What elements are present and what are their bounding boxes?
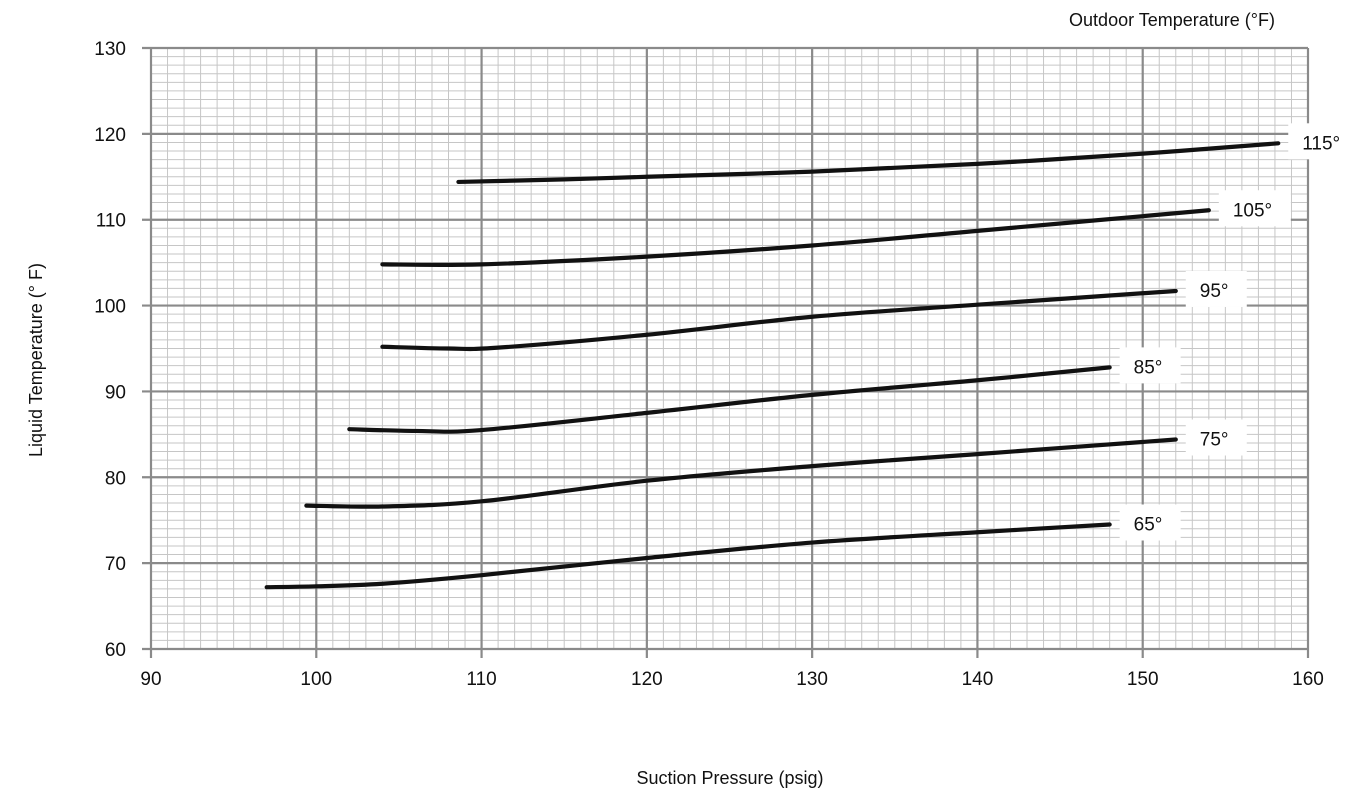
x-tick-label: 150 xyxy=(1127,669,1159,690)
y-axis-title: Liquid Temperature (° F) xyxy=(26,263,46,457)
series-label-text: 105° xyxy=(1233,200,1272,221)
x-tick-label: 160 xyxy=(1292,669,1324,690)
legend-title: Outdoor Temperature (°F) xyxy=(1069,10,1275,30)
y-tick-label: 110 xyxy=(96,211,126,232)
series-label-bg xyxy=(1288,123,1345,160)
series-label-115: 115° xyxy=(1288,123,1345,160)
x-tick-label: 90 xyxy=(140,669,161,690)
y-tick-label: 70 xyxy=(105,554,126,575)
series-label-bg xyxy=(1119,504,1181,541)
series-label-105: 105° xyxy=(1218,190,1291,227)
y-tick-label: 80 xyxy=(105,468,126,489)
series-label-85: 85° xyxy=(1119,347,1181,384)
x-tick-label: 120 xyxy=(631,669,663,690)
series-label-95: 95° xyxy=(1185,270,1247,307)
series-label-75: 75° xyxy=(1185,419,1247,456)
series-line-75 xyxy=(304,437,1178,509)
series-layer xyxy=(264,141,1281,590)
series-label-65: 65° xyxy=(1119,504,1181,541)
x-tick-label: 100 xyxy=(300,669,332,690)
x-tick-label: 140 xyxy=(962,669,994,690)
series-label-bg xyxy=(1218,190,1291,227)
y-tick-label: 130 xyxy=(94,39,126,60)
label-layer: 65° 75° 85° 95° 105° 115° xyxy=(1119,123,1345,541)
series-label-text: 75° xyxy=(1200,430,1229,451)
y-tick-label: 100 xyxy=(94,297,126,318)
series-line-115 xyxy=(456,141,1281,185)
series-line-85 xyxy=(347,365,1112,434)
series-label-text: 65° xyxy=(1134,515,1163,536)
series-label-text: 85° xyxy=(1134,357,1163,378)
tick-layer: 90 100 110 120 130 140 150 160 60 70 80 90 100 110 120… xyxy=(94,39,1324,690)
series-label-bg xyxy=(1185,419,1247,456)
series-line-105 xyxy=(380,208,1211,268)
series-line-95 xyxy=(380,288,1178,352)
series-label-bg xyxy=(1119,347,1181,384)
x-tick-label: 110 xyxy=(466,669,496,690)
series-label-text: 95° xyxy=(1200,281,1229,302)
series-label-bg xyxy=(1185,270,1247,307)
series-label-text: 115° xyxy=(1302,133,1340,154)
x-tick-label: 130 xyxy=(796,669,828,690)
series-line-65 xyxy=(264,522,1112,590)
y-tick-label: 60 xyxy=(105,640,126,661)
x-axis-title: Suction Pressure (psig) xyxy=(636,768,823,788)
y-tick-label: 90 xyxy=(105,382,126,403)
y-tick-label: 120 xyxy=(94,125,126,146)
